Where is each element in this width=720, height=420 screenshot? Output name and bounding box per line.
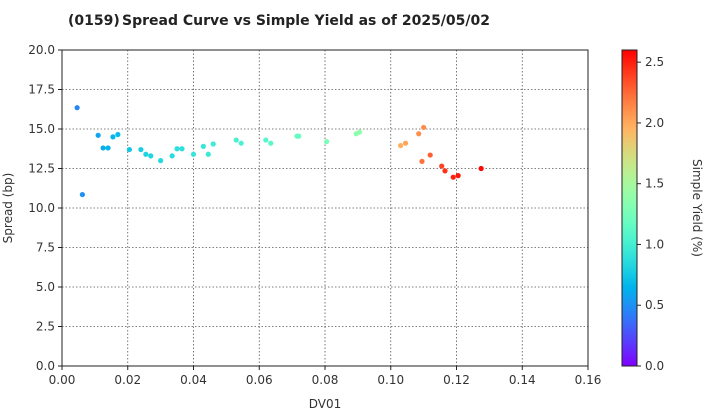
y-tick-label: 2.5 — [36, 320, 55, 334]
colorbar-tick-label: 1.5 — [645, 177, 664, 191]
x-tick-label: 0.08 — [312, 373, 339, 387]
y-tick-label: 0.0 — [36, 359, 55, 373]
y-tick-label: 17.5 — [28, 83, 55, 97]
y-tick-label: 5.0 — [36, 280, 55, 294]
x-tick-label: 0.04 — [180, 373, 207, 387]
x-tick-label: 0.06 — [246, 373, 273, 387]
data-point — [402, 140, 409, 146]
chart-title-code: (0159) — [68, 13, 120, 29]
data-point — [455, 173, 461, 179]
colorbar-tick-label: 1.0 — [645, 237, 664, 251]
colorbar-tick-label: 0.5 — [645, 298, 664, 312]
data-point — [450, 174, 456, 180]
data-point — [324, 139, 330, 145]
data-point — [126, 146, 132, 153]
data-point — [356, 129, 363, 135]
y-tick-label: 20.0 — [28, 43, 55, 57]
data-point — [233, 137, 239, 143]
data-point — [95, 132, 101, 138]
data-point — [110, 134, 116, 140]
data-point — [100, 145, 106, 151]
x-tick-label: 0.00 — [49, 373, 76, 387]
data-point — [238, 140, 244, 146]
data-points — [74, 105, 484, 198]
data-point — [169, 153, 175, 159]
data-point — [174, 146, 180, 152]
data-point — [200, 143, 206, 149]
data-point — [115, 131, 121, 138]
data-point — [442, 168, 448, 174]
x-tick-label: 0.10 — [377, 373, 404, 387]
data-point — [143, 151, 149, 157]
data-point — [296, 133, 302, 139]
y-tick-label: 15.0 — [28, 122, 55, 136]
x-tick-label: 0.12 — [443, 373, 470, 387]
data-point — [478, 165, 484, 172]
x-tick-label: 0.16 — [575, 373, 602, 387]
data-point — [148, 153, 154, 159]
chart-title-text: Spread Curve vs Simple Yield as of 2025/… — [122, 13, 490, 29]
data-point — [79, 191, 85, 198]
x-axis-label: DV01 — [309, 397, 342, 411]
data-point — [179, 146, 185, 152]
data-point — [138, 146, 144, 153]
grid — [62, 50, 588, 366]
data-point — [439, 163, 445, 169]
y-tick-label: 12.5 — [28, 162, 55, 176]
x-axis-ticks: 0.00 0.02 0.04 0.06 0.08 0.10 0.12 0.14 0.16 — [49, 366, 602, 387]
data-point — [416, 131, 422, 137]
chart-title: (0159) Spread Curve vs Simple Yield as o… — [68, 13, 490, 29]
data-point — [105, 145, 111, 151]
y-axis-label: Spread (bp) — [1, 173, 15, 244]
x-tick-label: 0.14 — [509, 373, 536, 387]
y-axis-ticks: 0.0 2.5 5.0 7.5 10.0 12.5 15.0 17.5 20.0 — [28, 43, 62, 373]
data-point — [419, 158, 425, 164]
colorbar-tick-label: 0.0 — [645, 359, 664, 373]
data-point — [427, 152, 433, 158]
data-point — [205, 151, 211, 157]
data-point — [158, 158, 164, 164]
data-point — [268, 140, 274, 146]
data-point — [210, 141, 216, 147]
data-point — [190, 151, 197, 157]
y-tick-label: 7.5 — [36, 241, 55, 255]
colorbar — [621, 49, 638, 367]
x-tick-label: 0.02 — [114, 373, 141, 387]
data-point — [421, 124, 427, 131]
y-tick-label: 10.0 — [28, 201, 55, 215]
data-point — [398, 142, 404, 149]
colorbar-tick-label: 2.5 — [645, 55, 664, 69]
data-point — [263, 137, 269, 143]
data-point — [74, 105, 80, 111]
colorbar-label: Simple Yield (%) — [690, 159, 704, 257]
colorbar-tick-label: 2.0 — [645, 116, 664, 130]
colorbar-ticks: 0.0 0.5 1.0 1.5 2.0 2.5 — [637, 55, 664, 373]
